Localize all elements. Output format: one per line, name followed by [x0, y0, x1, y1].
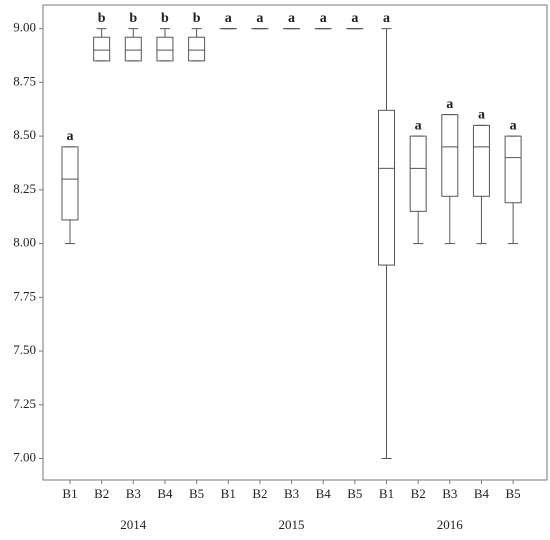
x-tick-label: B3: [284, 486, 299, 501]
x-tick-label: B5: [347, 486, 362, 501]
box: [504, 135, 522, 204]
x-tick-label: B3: [126, 486, 141, 501]
y-tick-label: 9.00: [13, 20, 36, 35]
significance-letter: a: [478, 108, 485, 123]
significance-letter: a: [225, 11, 232, 26]
box: [188, 36, 206, 62]
box: [61, 146, 79, 221]
significance-letter: a: [446, 97, 453, 112]
x-tick-label: B3: [442, 486, 457, 501]
significance-letter: a: [288, 11, 295, 26]
significance-letter: a: [415, 118, 422, 133]
x-tick-label: B4: [316, 486, 332, 501]
significance-letter: a: [351, 11, 358, 26]
x-tick-label: B4: [474, 486, 490, 501]
x-tick-label: B5: [506, 486, 521, 501]
box: [124, 36, 142, 62]
x-tick-label: B5: [189, 486, 204, 501]
box: [441, 114, 459, 197]
x-tick-label: B2: [411, 486, 426, 501]
x-tick-label: B2: [94, 486, 109, 501]
y-tick-label: 7.00: [13, 449, 36, 464]
y-tick-label: 7.25: [13, 396, 36, 411]
group-label: 2015: [279, 517, 305, 532]
significance-letter: b: [161, 11, 169, 26]
significance-letter: b: [129, 11, 137, 26]
x-tick-label: B2: [252, 486, 267, 501]
group-label: 2016: [437, 517, 464, 532]
y-tick-label: 8.50: [13, 127, 36, 142]
x-tick-label: B4: [157, 486, 173, 501]
box: [156, 36, 174, 62]
box: [472, 124, 490, 197]
plot-frame: [42, 4, 548, 481]
significance-letter: a: [256, 11, 263, 26]
significance-letter: a: [67, 129, 74, 144]
y-tick-label: 7.75: [13, 288, 36, 303]
group-label: 2014: [120, 517, 147, 532]
box: [93, 36, 111, 62]
y-tick-label: 7.50: [13, 342, 36, 357]
significance-letter: a: [510, 118, 517, 133]
box: [409, 135, 427, 212]
significance-letter: b: [98, 11, 106, 26]
significance-letter: a: [383, 11, 390, 26]
x-tick-label: B1: [221, 486, 236, 501]
significance-letter: a: [320, 11, 327, 26]
significance-letter: b: [193, 11, 201, 26]
y-tick-label: 8.75: [13, 73, 36, 88]
x-tick-label: B1: [379, 486, 394, 501]
x-tick-label: B1: [62, 486, 77, 501]
y-tick-label: 8.00: [13, 235, 36, 250]
y-tick-label: 8.25: [13, 181, 36, 196]
box: [378, 109, 395, 266]
